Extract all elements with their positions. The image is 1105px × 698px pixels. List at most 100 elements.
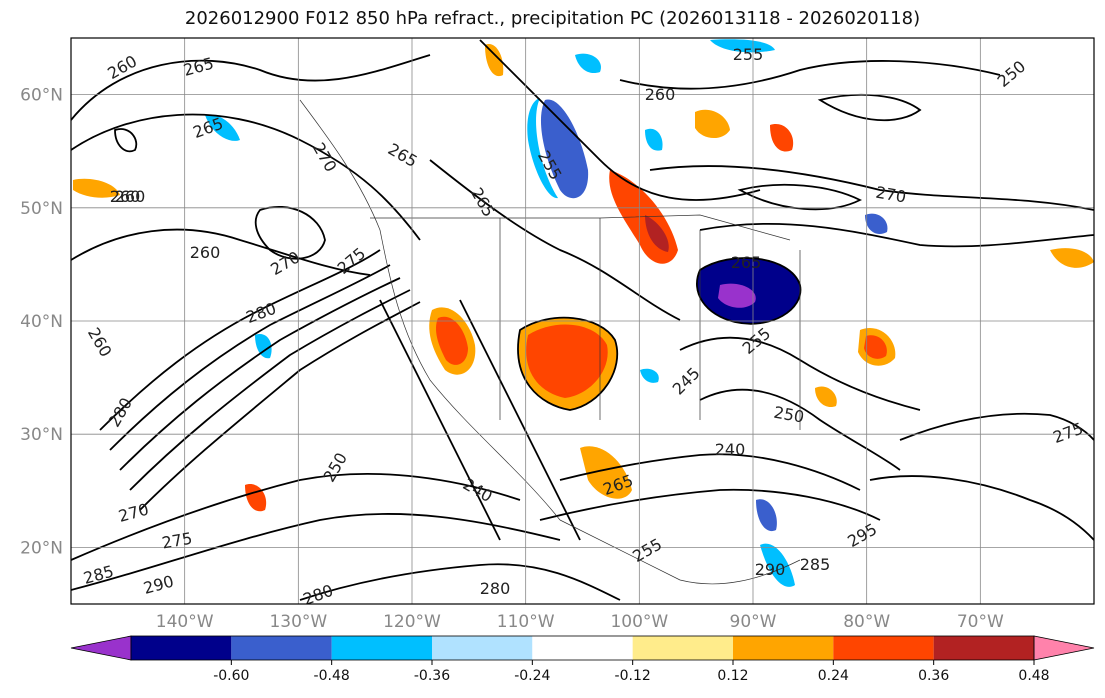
- precip-blob-negative: [205, 114, 240, 141]
- colorbar-tick-label: 0.24: [818, 668, 849, 684]
- colorbar-segment: [733, 636, 834, 660]
- colorbar-tick-label: 0.36: [918, 668, 949, 684]
- precip-blob-negative: [640, 368, 659, 383]
- contour-line: [71, 513, 561, 591]
- lat-tick-label: 60°N: [20, 86, 63, 106]
- contour-line: [559, 453, 861, 491]
- colorbar-extend-low: [70, 635, 132, 661]
- precip-blob-positive: [580, 446, 632, 499]
- contour-line: [71, 54, 431, 121]
- precip-blob-negative: [865, 213, 888, 235]
- precip-blob-negative: [255, 334, 272, 359]
- lon-tick-label: 80°W: [843, 612, 890, 632]
- precip-blob-negative: [710, 39, 775, 53]
- contour-line: [459, 299, 581, 541]
- contour-line: [517, 316, 619, 411]
- lon-tick-label: 140°W: [156, 612, 214, 632]
- contour-line: [649, 165, 1094, 211]
- colorbar-tick-label: -0.60: [213, 668, 249, 684]
- contour-line: [699, 388, 901, 471]
- colorbar-segment: [833, 636, 934, 660]
- contour-line: [699, 222, 1094, 248]
- precip-blob-negative: [718, 283, 756, 308]
- contour-label: 265: [731, 253, 762, 272]
- lon-tick-label: 100°W: [610, 612, 668, 632]
- precip-blob-negative: [756, 499, 777, 532]
- precip-shading: [73, 39, 1094, 587]
- contour-line: [429, 159, 681, 321]
- colorbar-tick-label: -0.48: [314, 668, 350, 684]
- longitude-axis: 140°W 130°W 120°W 110°W 100°W 90°W 80°W 70°W: [156, 612, 1004, 632]
- colorbar-segment: [231, 636, 332, 660]
- contour-line: [114, 128, 138, 153]
- contour-line: [139, 301, 421, 511]
- colorbar-segment: [331, 636, 432, 660]
- map-gridlines: [71, 38, 1094, 604]
- contour-line: [696, 257, 802, 325]
- precip-blob-positive: [815, 386, 837, 408]
- lon-tick-label: 90°W: [730, 612, 777, 632]
- map-title: 2026012900 F012 850 hPa refract., precip…: [184, 8, 921, 29]
- precip-blob-positive: [645, 215, 669, 252]
- contour-line: [119, 277, 401, 471]
- precip-blob-positive: [1050, 248, 1094, 268]
- precip-blob-positive: [73, 178, 120, 198]
- contour-label: 240: [715, 440, 746, 459]
- precip-blob-negative: [540, 99, 589, 199]
- lon-tick-label: 130°W: [269, 612, 327, 632]
- colorbar-segment: [933, 636, 1034, 660]
- contour-label: 260: [645, 85, 676, 104]
- latitude-axis: 60°N 50°N 40°N 30°N 20°N: [20, 86, 63, 559]
- lat-tick-label: 20°N: [20, 538, 63, 558]
- contour-line: [737, 183, 863, 211]
- contour-line: [99, 249, 381, 431]
- political-borders: [299, 99, 801, 585]
- contour-label: 260: [190, 243, 221, 262]
- contour-line: [869, 475, 1094, 541]
- contour-label: 260: [115, 187, 146, 206]
- colorbar-tick-label: -0.24: [514, 668, 550, 684]
- contour-label: 285: [800, 555, 831, 574]
- colorbar-segment: [432, 636, 533, 660]
- precip-blob-positive: [526, 324, 608, 398]
- precip-blob-positive: [770, 124, 794, 152]
- precip-blob-positive: [695, 109, 730, 139]
- refractivity-contours: [71, 39, 1094, 601]
- colorbar: -0.60 -0.48 -0.36 -0.24 -0.12 0.12 0.24 0.36 0.4…: [70, 635, 1095, 684]
- lon-tick-label: 120°W: [383, 612, 441, 632]
- lon-tick-label: 70°W: [957, 612, 1004, 632]
- contour-line: [539, 488, 881, 521]
- contour-line: [109, 264, 391, 451]
- colorbar-tick-label: 0.12: [717, 668, 748, 684]
- contour-line: [619, 60, 1001, 90]
- lat-tick-label: 30°N: [20, 425, 63, 445]
- contour-line: [71, 228, 371, 276]
- contour-line: [899, 412, 1094, 441]
- lat-tick-label: 50°N: [20, 199, 63, 219]
- contour-label: 255: [733, 45, 764, 64]
- contour-line: [71, 113, 421, 241]
- contour-label: 260: [110, 187, 141, 206]
- precip-blob-negative: [760, 543, 795, 587]
- precip-blob-negative: [645, 128, 663, 151]
- colorbar-segment: [632, 636, 733, 660]
- colorbar-segment: [532, 636, 633, 660]
- precip-blob-negative: [527, 98, 558, 199]
- contour-line: [479, 39, 761, 201]
- precip-blob-positive: [864, 335, 887, 359]
- contour-line: [299, 563, 621, 601]
- contour-label: 290: [755, 560, 786, 579]
- contour-line: [71, 473, 521, 561]
- colorbar-tick-label: 0.48: [1018, 668, 1049, 684]
- precip-blob-positive: [485, 44, 504, 77]
- colorbar-extend-high: [1033, 635, 1095, 661]
- lat-tick-label: 40°N: [20, 312, 63, 332]
- contour-label: 280: [480, 579, 511, 598]
- colorbar-tick-label: -0.36: [414, 668, 450, 684]
- precip-blob-positive: [435, 316, 468, 365]
- colorbar-tick-label: -0.12: [615, 668, 651, 684]
- contour-line: [379, 299, 501, 541]
- contour-line: [129, 289, 411, 491]
